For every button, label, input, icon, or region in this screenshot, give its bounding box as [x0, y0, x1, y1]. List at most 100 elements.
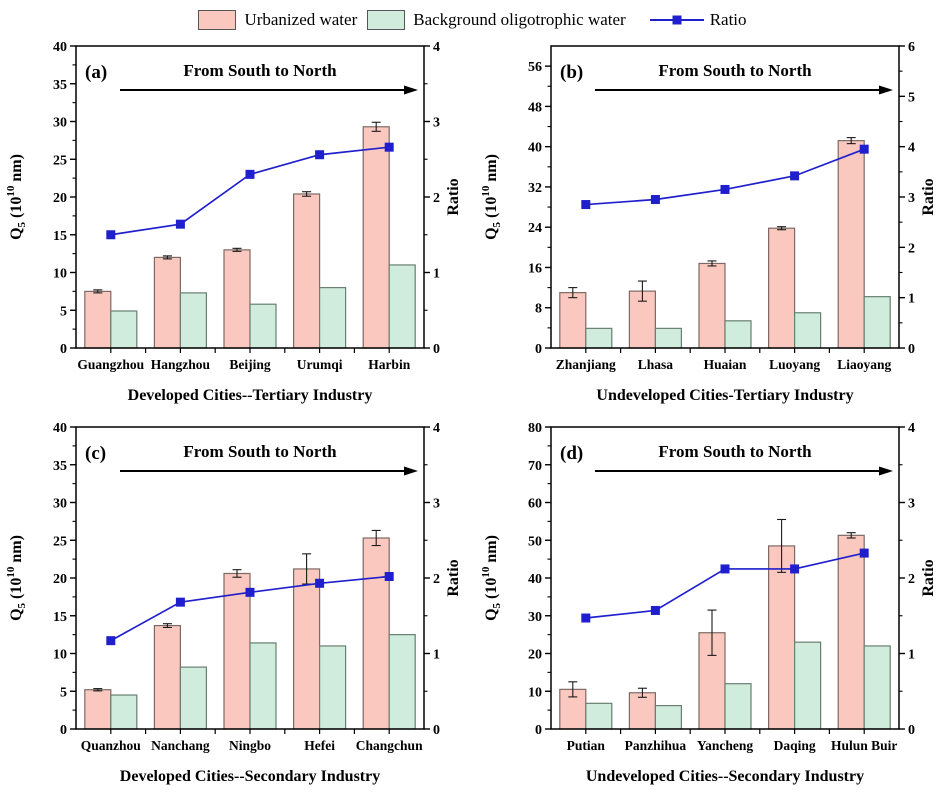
right-axis-title: Ratio [445, 178, 462, 215]
ratio-marker [106, 230, 116, 240]
svg-text:8: 8 [535, 302, 542, 317]
bar-background [863, 645, 891, 730]
ratio-marker [650, 195, 660, 205]
svg-text:5: 5 [60, 304, 67, 319]
svg-text:40: 40 [53, 40, 67, 55]
ratio-marker [581, 200, 591, 210]
svg-text:4: 4 [908, 421, 915, 436]
bar-urbanized [628, 692, 656, 730]
category-label: Panzhihua [625, 738, 687, 753]
x-axis-title: Developed Cities--Tertiary Industry [128, 387, 373, 404]
ratio-marker [245, 587, 255, 597]
ratio-marker [175, 219, 185, 229]
svg-text:0: 0 [433, 342, 440, 357]
panel-letter: (b) [560, 62, 583, 83]
bar-urbanized [153, 624, 181, 730]
svg-text:80: 80 [528, 421, 542, 436]
svg-text:30: 30 [528, 610, 542, 625]
svg-text:16: 16 [528, 261, 542, 276]
category-label: Lhasa [638, 357, 674, 372]
ratio-line-icon [649, 15, 704, 25]
arrow-annotation: From South to North [658, 61, 812, 80]
ratio-marker [245, 169, 255, 179]
legend-item-urbanized: Urbanized water [198, 10, 357, 30]
category-label: Zhanjiang [556, 357, 616, 372]
legend-label-ratio: Ratio [709, 10, 747, 29]
bar-background [249, 303, 277, 349]
category-label: Ningbo [229, 738, 271, 753]
svg-text:2: 2 [908, 241, 915, 256]
svg-text:0: 0 [60, 723, 67, 738]
svg-text:0: 0 [535, 342, 542, 357]
svg-text:10: 10 [53, 648, 67, 663]
category-label: Luoyang [769, 357, 820, 372]
ratio-marker [581, 613, 591, 623]
svg-text:40: 40 [528, 572, 542, 587]
svg-text:5: 5 [908, 90, 915, 105]
arrow-annotation: From South to North [183, 61, 337, 80]
bar-background [179, 666, 207, 730]
svg-text:0: 0 [60, 342, 67, 357]
svg-text:40: 40 [528, 141, 542, 156]
panel-letter: (d) [560, 443, 583, 464]
arrow-annotation: From South to North [658, 442, 812, 461]
right-axis-title: Ratio [920, 178, 937, 215]
bar-background [388, 264, 416, 349]
category-label: Changchun [356, 738, 423, 753]
bar-urbanized [293, 568, 321, 730]
panel-grid: 0 5 10 15 20 25 30 35 40 0 1 2 3 4 Guangzhou Hangzhou Be… [0, 40, 945, 802]
background-swatch-icon [367, 10, 406, 30]
x-axis-title: Undeveloped Cities--Secondary Industry [586, 768, 864, 785]
ratio-marker [315, 150, 325, 160]
ratio-marker [720, 564, 730, 574]
svg-text:56: 56 [528, 60, 542, 75]
svg-text:20: 20 [528, 648, 542, 663]
bar-urbanized [559, 292, 587, 349]
svg-text:32: 32 [528, 181, 542, 196]
svg-text:6: 6 [908, 40, 915, 55]
svg-text:5: 5 [60, 685, 67, 700]
bar-background [319, 287, 347, 349]
bar-urbanized [362, 537, 390, 730]
svg-text:20: 20 [53, 572, 67, 587]
bar-urbanized [768, 227, 796, 349]
svg-text:48: 48 [528, 100, 542, 115]
ratio-marker [790, 171, 800, 181]
legend: Urbanized water Background oligotrophic … [0, 0, 945, 40]
category-label: Guangzhou [77, 357, 144, 372]
panel-letter: (c) [85, 443, 106, 464]
category-label: Quanzhou [81, 738, 142, 753]
svg-text:25: 25 [53, 534, 67, 549]
category-label: Putian [567, 738, 606, 753]
right-axis-title: Ratio [445, 559, 462, 596]
svg-text:0: 0 [535, 723, 542, 738]
bar-background [863, 296, 891, 349]
svg-text:30: 30 [53, 497, 67, 512]
svg-text:2: 2 [908, 572, 915, 587]
x-axis-title: Developed Cities--Secondary Industry [120, 768, 380, 785]
category-label: Huaian [704, 357, 747, 372]
svg-text:0: 0 [433, 723, 440, 738]
category-label: Harbin [368, 357, 411, 372]
ratio-marker [175, 597, 185, 607]
svg-text:20: 20 [53, 191, 67, 206]
svg-text:24: 24 [528, 221, 542, 236]
chart-panel-a: 0 5 10 15 20 25 30 35 40 0 1 2 3 4 Guangzhou Hangzhou Be… [5, 40, 462, 404]
ratio-marker [384, 142, 394, 152]
bar-background [388, 634, 416, 730]
bar-background [794, 641, 822, 730]
svg-text:15: 15 [53, 610, 67, 625]
y-axis-title: Q5 (1010 nm) [5, 154, 28, 240]
svg-text:30: 30 [53, 116, 67, 131]
bar-urbanized [768, 545, 796, 730]
svg-text:3: 3 [908, 191, 915, 206]
right-axis-title: Ratio [920, 559, 937, 596]
y-axis-title: Q5 (1010 nm) [480, 154, 503, 240]
ratio-line [585, 552, 865, 619]
ratio-marker [106, 636, 116, 646]
svg-text:50: 50 [528, 534, 542, 549]
ratio-marker [790, 564, 800, 574]
svg-text:4: 4 [908, 141, 915, 156]
bar-background [654, 704, 682, 730]
